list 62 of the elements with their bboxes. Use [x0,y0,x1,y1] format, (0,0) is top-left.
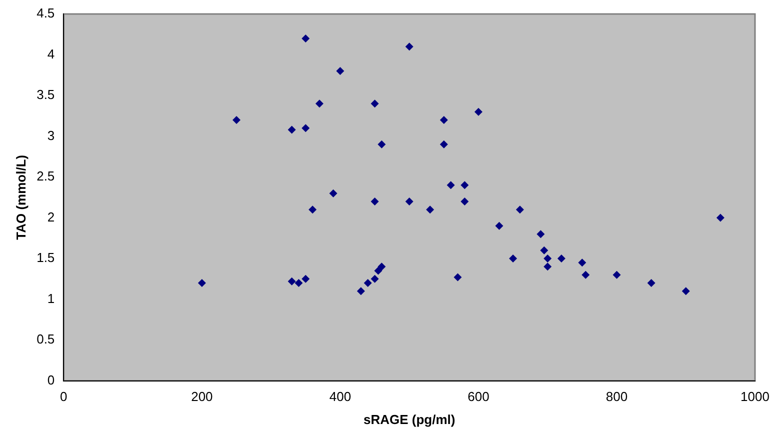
point [302,124,310,132]
point [302,34,310,42]
x-tick-label: 1000 [740,389,770,404]
point [536,230,545,238]
point [460,181,469,190]
x-tick-label: 0 [60,389,68,404]
y-tick-label: 2.5 [36,168,55,184]
point [716,214,724,222]
point [198,278,206,287]
x-tick-label: 800 [606,389,628,404]
x-tick-label: 400 [329,389,352,404]
point [374,266,382,275]
y-tick-label: 0 [47,372,55,388]
point [336,67,344,76]
point [329,189,338,198]
y-tick-label: 4 [47,46,55,62]
point [426,206,434,214]
point [495,222,504,230]
point [370,274,379,283]
point [516,206,524,214]
point [440,116,448,124]
point [454,273,462,282]
y-tick-label: 4.5 [36,6,55,21]
point [544,254,552,263]
point [370,197,379,206]
y-axis-title: TAO (mmol/L) [13,154,28,240]
point [446,181,455,190]
x-tick-label: 600 [468,389,490,404]
point [378,140,386,148]
point [544,262,552,271]
point [460,197,469,206]
point [356,287,365,296]
point [364,278,372,287]
point [288,277,296,286]
point [405,42,414,51]
point [612,270,621,279]
point [370,100,379,108]
point [315,100,324,108]
y-tick-label: 3 [47,128,55,143]
point [557,254,566,263]
point [540,246,548,254]
y-tick-label: 1 [47,290,55,306]
point [474,108,482,116]
point [509,254,518,263]
point [294,278,303,287]
point [582,270,590,279]
point [578,258,586,267]
point [682,287,690,296]
point [440,140,448,148]
point [647,278,656,287]
point [405,197,414,206]
point [378,262,386,271]
x-axis-title: sRAGE (pg/ml) [363,412,456,427]
y-tick-label: 1.5 [36,250,55,266]
point [302,274,310,283]
point [308,206,317,214]
x-tick-label: 200 [191,389,213,404]
y-tick-label: 3.5 [36,87,55,102]
y-tick-label: 2 [47,209,55,224]
point [232,116,241,124]
y-tick-label: 0.5 [36,332,55,347]
point [288,126,296,134]
